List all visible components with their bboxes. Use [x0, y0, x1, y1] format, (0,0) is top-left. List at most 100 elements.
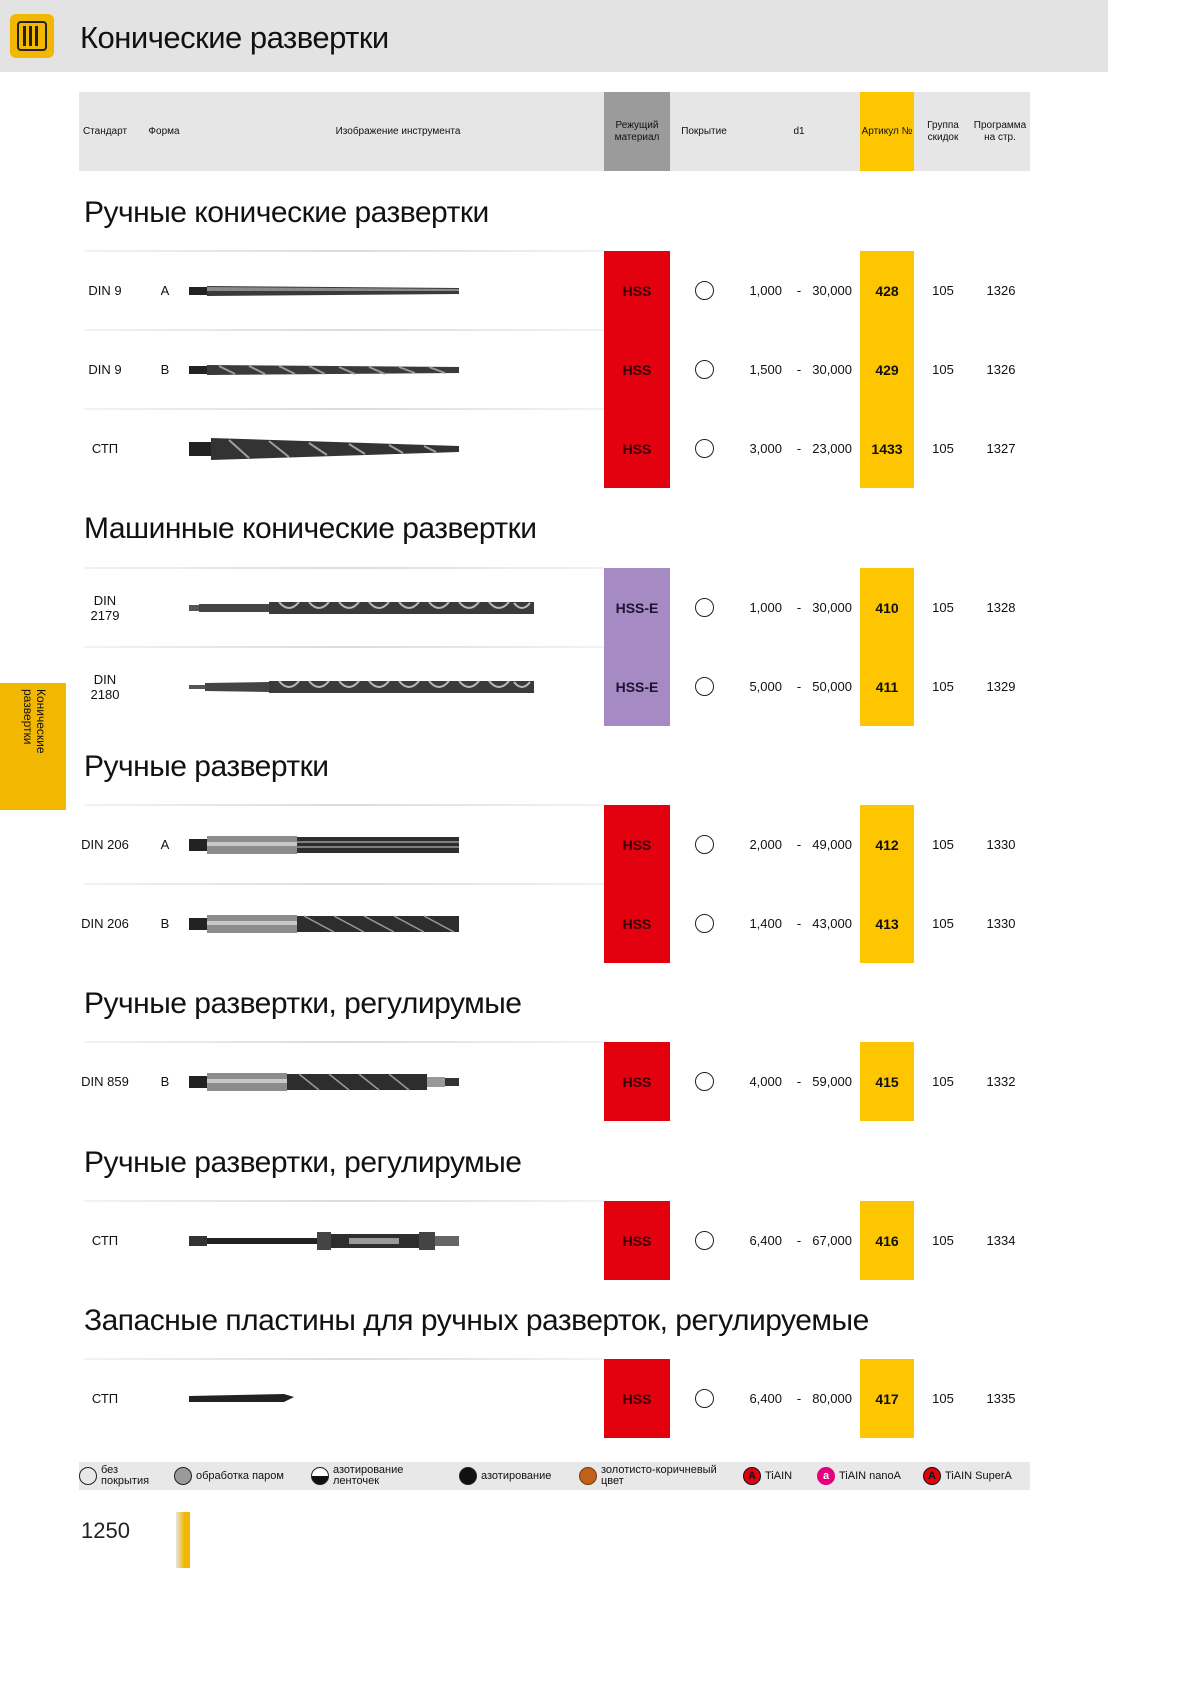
legend-label: азотирование [481, 1469, 552, 1482]
article-link[interactable]: 429 [860, 330, 914, 409]
d1-max: 80,000 [812, 1391, 852, 1406]
form-cell: B [160, 362, 170, 377]
program-page-link[interactable]: 1327 [986, 441, 1016, 456]
article-link[interactable]: 1433 [860, 409, 914, 488]
legend-label: обработка паром [196, 1469, 284, 1482]
tool-image-taper-thick [189, 409, 559, 488]
article-link[interactable]: 411 [860, 647, 914, 726]
section-title: Машинные конические развертки [84, 512, 537, 545]
tool-image-adjustable-859 [189, 1042, 559, 1121]
program-page-link[interactable]: 1330 [986, 916, 1016, 931]
row-separator [84, 408, 604, 410]
d1-min: 3,000 [749, 441, 782, 456]
tool-image-taper-straight [189, 251, 559, 330]
article-link[interactable]: 412 [860, 805, 914, 884]
header-material: Режущий материал [604, 92, 670, 171]
program-page-link[interactable]: 1328 [986, 600, 1016, 615]
material-cell: HSS [604, 884, 670, 963]
d1-max: 30,000 [812, 283, 852, 298]
d1-range-dash: - [796, 1074, 802, 1089]
standard-cell: DIN 206 [81, 837, 129, 852]
form-cell: A [160, 283, 170, 298]
blank-circle-icon [694, 914, 714, 933]
article-link[interactable]: 410 [860, 568, 914, 647]
header-article: Артикул № [860, 92, 914, 171]
d1-max: 59,000 [812, 1074, 852, 1089]
standard-cell: DIN 206 [81, 916, 129, 931]
standard-cell: СТП [91, 1233, 119, 1248]
blank-circle-icon [694, 1072, 714, 1091]
page-number-bar [176, 1512, 190, 1568]
header-standard: Стандарт [82, 125, 128, 137]
article-link[interactable]: 416 [860, 1201, 914, 1280]
coating-cell [693, 1201, 715, 1280]
d1-min: 1,000 [749, 283, 782, 298]
row-separator [84, 329, 604, 331]
d1-range-dash: - [796, 283, 802, 298]
brown-circle-icon [579, 1467, 597, 1485]
section-title: Ручные конические развертки [84, 196, 489, 229]
tialn-icon: A [743, 1467, 761, 1485]
table-row: СТП HSS 6,400-67,000 416 105 1334 [79, 1201, 1030, 1280]
d1-range-dash: - [796, 837, 802, 852]
d1-max: 30,000 [812, 600, 852, 615]
section-title: Ручные развертки [84, 750, 329, 783]
row-separator [84, 1041, 604, 1043]
legend-label: TiAIN [765, 1469, 793, 1482]
d1-max: 49,000 [812, 837, 852, 852]
header-coating: Покрытие [681, 125, 727, 137]
coating-cell [693, 884, 715, 963]
table-header: Стандарт Форма Изображение инструмента Р… [79, 92, 1030, 171]
table-row: DIN 2180 HSS-E 5,000-50,000 411 105 1329 [79, 647, 1030, 726]
discount-group-cell: 105 [932, 1391, 954, 1406]
table-row: DIN 206 B HSS 1,400-43,000 413 105 1330 [79, 884, 1030, 963]
row-separator [84, 804, 604, 806]
d1-range-dash: - [796, 1233, 802, 1248]
tool-image-taper-spiral [189, 330, 559, 409]
material-cell: HSS [604, 330, 670, 409]
d1-max: 30,000 [812, 362, 852, 377]
discount-group-cell: 105 [932, 441, 954, 456]
article-link[interactable]: 413 [860, 884, 914, 963]
program-page-link[interactable]: 1329 [986, 679, 1016, 694]
program-page-link[interactable]: 1332 [986, 1074, 1016, 1089]
material-cell: HSS-E [604, 568, 670, 647]
table-row: DIN 859 B HSS 4,000-59,000 415 105 1332 [79, 1042, 1030, 1121]
tool-image-machine [189, 568, 559, 647]
top-bar: Конические развертки [0, 0, 1108, 72]
d1-min: 1,000 [749, 600, 782, 615]
d1-max: 23,000 [812, 441, 852, 456]
material-cell: HSS [604, 1359, 670, 1438]
discount-group-cell: 105 [932, 1074, 954, 1089]
program-page-link[interactable]: 1326 [986, 283, 1016, 298]
program-page-link[interactable]: 1326 [986, 362, 1016, 377]
section-title: Ручные развертки, регулирумые [84, 1146, 522, 1179]
header-image: Изображение инструмента [335, 125, 461, 137]
standard-cell: СТП [91, 1391, 119, 1406]
legend-item: азотирование ленточек [311, 1462, 451, 1490]
article-link[interactable]: 417 [860, 1359, 914, 1438]
standard-cell: DIN 2179 [90, 592, 120, 623]
standard-cell: DIN 2180 [90, 671, 120, 702]
side-tab-label: Конические развертки [21, 689, 48, 754]
header-form: Форма [148, 125, 180, 137]
material-cell: HSS-E [604, 647, 670, 726]
program-page-link[interactable]: 1334 [986, 1233, 1016, 1248]
page-number: 1250 [81, 1518, 130, 1543]
program-page-link[interactable]: 1335 [986, 1391, 1016, 1406]
legend-item: a TiAIN nanoA [817, 1462, 917, 1490]
article-link[interactable]: 415 [860, 1042, 914, 1121]
side-tab[interactable]: Конические развертки [0, 683, 66, 810]
form-cell [155, 568, 175, 647]
tool-image-hand-spiral [189, 884, 559, 963]
form-cell: A [160, 837, 170, 852]
program-page-link[interactable]: 1330 [986, 837, 1016, 852]
blank-circle-icon [694, 1231, 714, 1250]
tialn-nano-icon: a [817, 1467, 835, 1485]
discount-group-cell: 105 [932, 916, 954, 931]
blank-circle-icon [694, 281, 714, 300]
d1-min: 6,400 [749, 1233, 782, 1248]
article-link[interactable]: 428 [860, 251, 914, 330]
tool-image-adjustable-stp [189, 1201, 559, 1280]
d1-range-dash: - [796, 679, 802, 694]
